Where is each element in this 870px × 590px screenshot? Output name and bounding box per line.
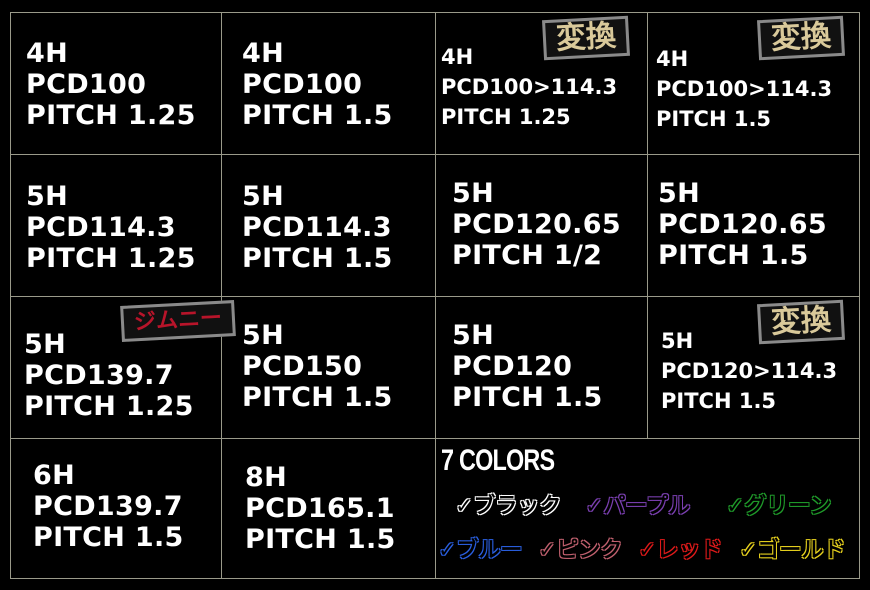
- spec-cell-5h-pcd1143-p125: 5H PCD114.3 PITCH 1.25: [26, 181, 196, 274]
- bolt-count: 5H: [24, 329, 66, 360]
- bolt-count: 6H: [33, 460, 75, 491]
- pcd: PCD120>114.3: [661, 359, 838, 383]
- pcd: PCD120.65: [658, 209, 827, 240]
- divider: [10, 154, 860, 155]
- spec-cell-5h-pcd120-p15: 5H PCD120 PITCH 1.5: [452, 320, 603, 413]
- bolt-count: 8H: [245, 462, 287, 493]
- pitch: PITCH 1.5: [658, 240, 809, 271]
- pcd: PCD150: [242, 351, 363, 382]
- color-option-red: ✓レッド: [638, 538, 723, 563]
- pcd: PCD139.7: [33, 491, 183, 522]
- bolt-count: 5H: [26, 181, 68, 212]
- spec-cell-5h-conv-p15: 5H PCD120>114.3 PITCH 1.5: [661, 326, 837, 416]
- spec-cell-4h-pcd100-p125: 4H PCD100 PITCH 1.25: [26, 38, 196, 131]
- bolt-count: 5H: [452, 320, 494, 351]
- pcd: PCD139.7: [24, 360, 174, 391]
- pcd: PCD100>114.3: [441, 75, 618, 99]
- bolt-count: 5H: [661, 329, 694, 353]
- bolt-count: 4H: [26, 38, 68, 69]
- pcd: PCD114.3: [242, 212, 392, 243]
- pcd: PCD165.1: [245, 493, 395, 524]
- pitch: PITCH 1/2: [452, 240, 603, 271]
- divider: [10, 296, 860, 297]
- divider: [221, 12, 222, 578]
- conversion-badge: 変換: [757, 299, 845, 345]
- color-option-green: ✓グリーン: [726, 494, 832, 519]
- spec-cell-5h-pcd12065-p12: 5H PCD120.65 PITCH 1/2: [452, 178, 621, 271]
- bolt-count: 4H: [242, 38, 284, 69]
- spec-cell-6h-pcd1397-p15: 6H PCD139.7 PITCH 1.5: [33, 460, 184, 553]
- color-option-pink: ✓ピンク: [538, 538, 623, 563]
- pitch: PITCH 1.5: [661, 389, 777, 413]
- divider: [10, 12, 11, 578]
- divider: [647, 12, 648, 438]
- bolt-count: 5H: [658, 178, 700, 209]
- pitch: PITCH 1.5: [452, 382, 603, 413]
- pitch: PITCH 1.25: [26, 243, 196, 274]
- divider: [10, 438, 860, 439]
- spec-cell-5h-pcd1143-p15: 5H PCD114.3 PITCH 1.5: [242, 181, 393, 274]
- spec-cell-4h-pcd100-p15: 4H PCD100 PITCH 1.5: [242, 38, 393, 131]
- color-option-purple: ✓パープル: [585, 494, 691, 519]
- bolt-count: 5H: [452, 178, 494, 209]
- pitch: PITCH 1.25: [441, 105, 571, 129]
- conversion-badge: 変換: [757, 15, 845, 61]
- divider: [10, 578, 860, 579]
- spec-cell-4h-conv-p15: 4H PCD100>114.3 PITCH 1.5: [656, 44, 832, 134]
- divider: [10, 12, 860, 13]
- divider: [859, 12, 860, 578]
- divider: [435, 12, 436, 578]
- colors-title: 7 COLORS: [441, 444, 555, 477]
- spec-cell-4h-conv-p125: 4H PCD100>114.3 PITCH 1.25: [441, 42, 617, 132]
- conversion-badge: 変換: [542, 15, 630, 61]
- pitch: PITCH 1.5: [242, 100, 393, 131]
- pitch: PITCH 1.5: [242, 382, 393, 413]
- bolt-count: 5H: [242, 181, 284, 212]
- spec-cell-5h-pcd1397-p125: 5H PCD139.7 PITCH 1.25: [24, 329, 194, 422]
- bolt-count: 4H: [441, 45, 474, 69]
- bolt-count: 5H: [242, 320, 284, 351]
- pcd: PCD100>114.3: [656, 77, 833, 101]
- pcd: PCD100: [26, 69, 147, 100]
- pitch: PITCH 1.25: [24, 391, 194, 422]
- pcd: PCD114.3: [26, 212, 176, 243]
- pitch: PITCH 1.5: [245, 524, 396, 555]
- pitch: PITCH 1.5: [33, 522, 184, 553]
- color-option-blue: ✓ブルー: [438, 538, 523, 563]
- spec-cell-5h-pcd12065-p15: 5H PCD120.65 PITCH 1.5: [658, 178, 827, 271]
- spec-cell-8h-pcd1651-p15: 8H PCD165.1 PITCH 1.5: [245, 462, 396, 555]
- spec-cell-5h-pcd150-p15: 5H PCD150 PITCH 1.5: [242, 320, 393, 413]
- bolt-count: 4H: [656, 47, 689, 71]
- color-option-black: ✓ブラック: [455, 494, 562, 519]
- pcd: PCD100: [242, 69, 363, 100]
- pitch: PITCH 1.25: [26, 100, 196, 131]
- color-option-gold: ✓ゴールド: [739, 538, 846, 563]
- pitch: PITCH 1.5: [242, 243, 393, 274]
- pcd: PCD120.65: [452, 209, 621, 240]
- pcd: PCD120: [452, 351, 573, 382]
- pitch: PITCH 1.5: [656, 107, 772, 131]
- jimny-badge: ジムニー: [120, 300, 236, 342]
